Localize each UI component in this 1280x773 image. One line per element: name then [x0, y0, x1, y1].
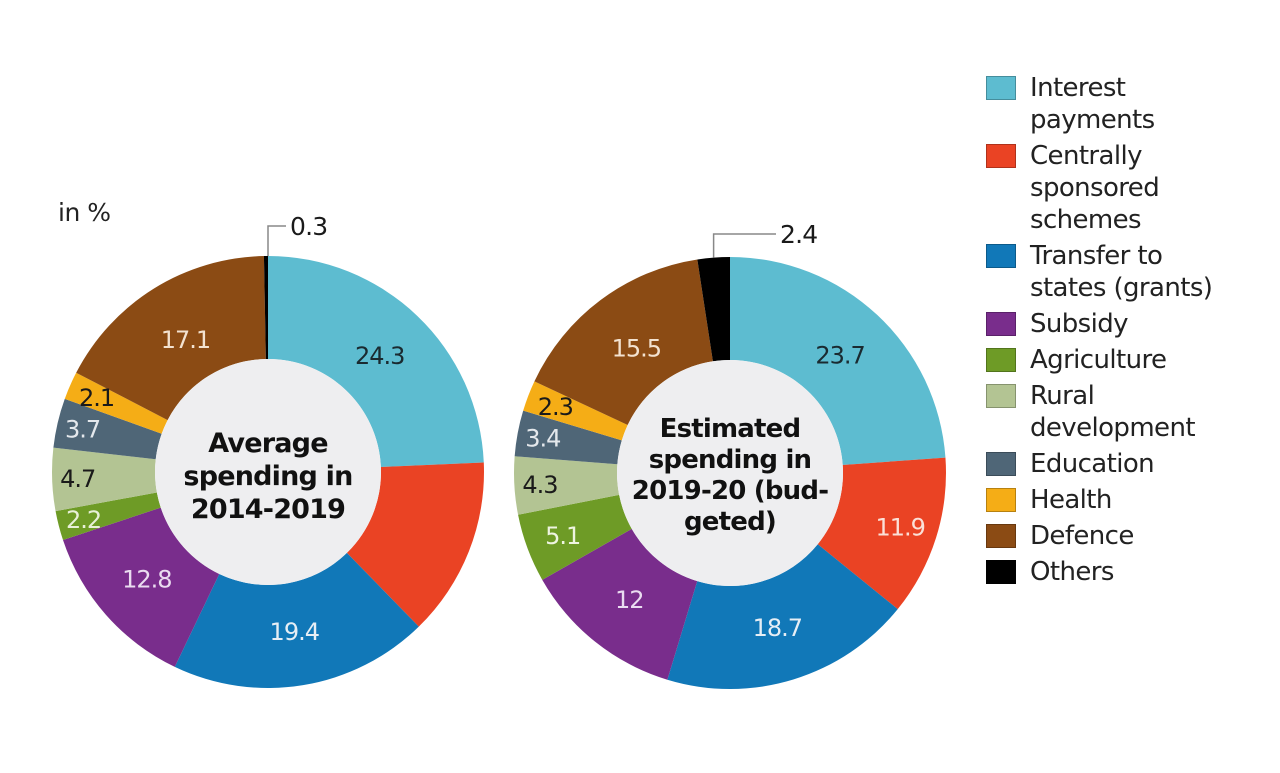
slice-label-interest: 23.7 [815, 341, 864, 369]
slice-css [346, 462, 484, 627]
center-title-line: spending in [649, 445, 812, 475]
legend-item-health: Health [986, 484, 1276, 516]
slice-transfer [667, 544, 898, 689]
center-title-line: spending in [183, 461, 352, 492]
legend: Interest payments Centrally sponsored sch… [986, 72, 1276, 592]
slice-label-health: 2.3 [538, 393, 573, 421]
center-title-line: 2019-20 (bud- [632, 476, 828, 506]
donut-center [617, 360, 843, 586]
legend-item-rural: Rural development [986, 380, 1276, 444]
slice-education [514, 410, 622, 465]
slice-health [64, 372, 168, 434]
legend-label: Defence [1030, 521, 1134, 551]
legend-label: Education [1030, 449, 1155, 479]
slice-rural [52, 447, 157, 512]
slice-label-agriculture: 5.1 [545, 522, 580, 550]
slice-education [53, 398, 162, 460]
center-title-line: geted) [684, 507, 776, 537]
slice-label-education: 3.7 [65, 415, 100, 443]
slice-label-health: 2.1 [79, 384, 114, 412]
slice-subsidy [542, 528, 698, 680]
callout-leader-line [267, 225, 286, 257]
slice-defence [76, 256, 266, 421]
legend-item-transfer: Transfer to states (grants) [986, 240, 1276, 304]
unit-label: in % [58, 198, 111, 227]
legend-label: Subsidy [1030, 309, 1129, 339]
legend-label: Interest payments [1030, 73, 1155, 135]
legend-swatch [986, 144, 1016, 168]
legend-swatch [986, 524, 1016, 548]
legend-item-css: Centrally sponsored schemes [986, 140, 1276, 236]
slice-agriculture [518, 494, 632, 580]
slice-label-transfer: 18.7 [753, 614, 802, 642]
slice-label-subsidy: 12 [615, 586, 644, 614]
slice-defence [534, 259, 713, 426]
legend-item-defence: Defence [986, 520, 1276, 552]
legend-swatch [986, 384, 1016, 408]
slice-label-education: 3.4 [525, 425, 560, 453]
legend-swatch [986, 312, 1016, 336]
slice-label-others: 0.3 [290, 212, 327, 241]
center-title-line: Average [208, 428, 327, 459]
slice-css [817, 457, 947, 610]
slice-subsidy [62, 507, 220, 667]
slice-label-defence: 17.1 [161, 326, 210, 354]
slice-agriculture [55, 492, 161, 541]
callout-leader-line [712, 233, 776, 258]
legend-label: Health [1030, 485, 1112, 515]
legend-label: Centrally sponsored schemes [1030, 141, 1160, 235]
slice-label-interest: 24.3 [355, 342, 404, 370]
slice-transfer [174, 552, 419, 688]
legend-label: Others [1030, 557, 1114, 587]
legend-label: Agriculture [1030, 345, 1167, 375]
legend-swatch [986, 488, 1016, 512]
legend-item-education: Education [986, 448, 1276, 480]
legend-item-subsidy: Subsidy [986, 308, 1276, 340]
legend-swatch [986, 244, 1016, 268]
legend-swatch [986, 560, 1016, 584]
slice-rural [514, 456, 620, 515]
legend-swatch [986, 348, 1016, 372]
slice-others [263, 256, 268, 360]
donut-center [155, 359, 381, 585]
slice-label-subsidy: 12.8 [122, 565, 171, 593]
slice-others [697, 257, 730, 362]
legend-swatch [986, 76, 1016, 100]
slice-interest [268, 256, 484, 468]
slice-label-css: 11.9 [876, 513, 925, 541]
slice-label-defence: 15.5 [612, 334, 661, 362]
center-title-line: Estimated [660, 414, 801, 444]
slice-interest [730, 257, 946, 465]
legend-label: Rural development [1030, 381, 1196, 443]
slice-label-rural: 4.3 [522, 471, 557, 499]
center-title-line: 2014-2019 [191, 494, 345, 525]
slice-label-rural: 4.7 [60, 465, 95, 493]
slice-label-transfer: 19.4 [270, 618, 319, 646]
slice-health [523, 381, 628, 441]
slice-label-others: 2.4 [780, 220, 817, 249]
slice-label-agriculture: 2.2 [66, 506, 101, 534]
legend-item-interest: Interest payments [986, 72, 1276, 136]
legend-swatch [986, 452, 1016, 476]
legend-label: Transfer to states (grants) [1030, 241, 1213, 303]
legend-item-others: Others [986, 556, 1276, 588]
legend-item-agriculture: Agriculture [986, 344, 1276, 376]
